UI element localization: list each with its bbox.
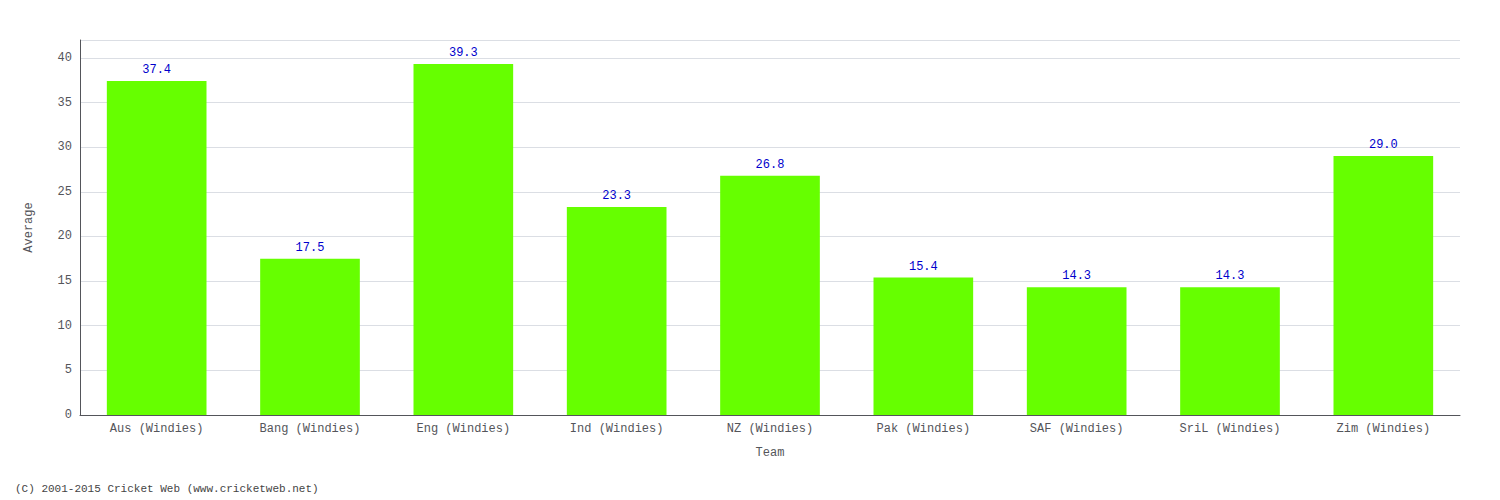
svg-text:14.3: 14.3 bbox=[1062, 269, 1091, 283]
svg-text:SriL (Windies): SriL (Windies) bbox=[1180, 422, 1281, 436]
svg-text:40: 40 bbox=[58, 51, 72, 65]
svg-text:(C) 2001-2015 Cricket Web (www: (C) 2001-2015 Cricket Web (www.cricketwe… bbox=[15, 483, 319, 495]
svg-text:5: 5 bbox=[65, 363, 72, 377]
svg-text:15: 15 bbox=[58, 274, 72, 288]
svg-text:NZ (Windies): NZ (Windies) bbox=[727, 422, 813, 436]
svg-text:Aus (Windies): Aus (Windies) bbox=[110, 422, 204, 436]
svg-text:30: 30 bbox=[58, 140, 72, 154]
svg-text:37.4: 37.4 bbox=[142, 63, 171, 77]
svg-text:Eng (Windies): Eng (Windies) bbox=[417, 422, 511, 436]
svg-text:Average: Average bbox=[22, 202, 36, 252]
svg-text:20: 20 bbox=[58, 229, 72, 243]
svg-text:Pak (Windies): Pak (Windies) bbox=[877, 422, 971, 436]
svg-text:35: 35 bbox=[58, 96, 72, 110]
svg-text:23.3: 23.3 bbox=[602, 189, 631, 203]
svg-text:14.3: 14.3 bbox=[1216, 269, 1245, 283]
svg-text:Zim (Windies): Zim (Windies) bbox=[1337, 422, 1431, 436]
svg-text:Bang (Windies): Bang (Windies) bbox=[260, 422, 361, 436]
svg-text:29.0: 29.0 bbox=[1369, 138, 1398, 152]
svg-text:SAF (Windies): SAF (Windies) bbox=[1030, 422, 1124, 436]
svg-text:39.3: 39.3 bbox=[449, 46, 478, 60]
svg-text:17.5: 17.5 bbox=[296, 241, 325, 255]
svg-text:25: 25 bbox=[58, 185, 72, 199]
svg-text:10: 10 bbox=[58, 319, 72, 333]
svg-text:15.4: 15.4 bbox=[909, 260, 938, 274]
svg-text:Team: Team bbox=[756, 446, 785, 460]
svg-text:26.8: 26.8 bbox=[756, 158, 785, 172]
svg-text:Ind (Windies): Ind (Windies) bbox=[570, 422, 664, 436]
svg-text:0: 0 bbox=[65, 408, 72, 422]
